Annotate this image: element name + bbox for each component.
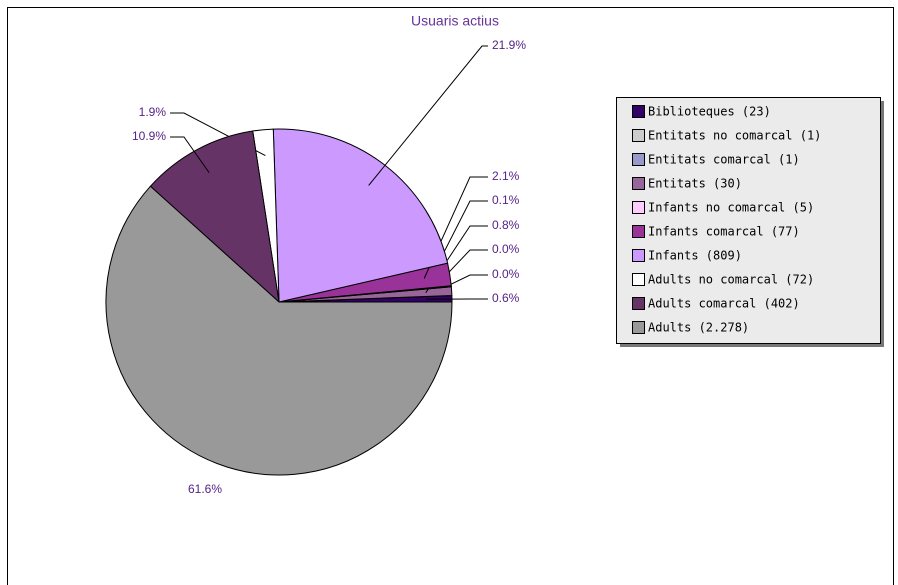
slice-label: 0.0% — [492, 267, 520, 281]
legend-label: Adults (2.278) — [648, 321, 749, 335]
legend-swatch — [632, 105, 645, 118]
legend-label: Infants (809) — [648, 249, 742, 263]
legend-swatch — [632, 249, 645, 262]
legend-label: Adults comarcal (402) — [648, 297, 800, 311]
legend-label: Infants comarcal (77) — [648, 225, 800, 239]
slice-label: 0.8% — [492, 218, 520, 232]
slice-label: 0.1% — [492, 193, 520, 207]
leader-line — [368, 45, 488, 186]
slice-label: 21.9% — [492, 38, 526, 52]
legend-swatch — [632, 129, 645, 142]
leader-line — [170, 136, 210, 173]
legend-swatch — [632, 225, 645, 238]
legend-swatch — [632, 273, 645, 286]
slice-label: 0.0% — [492, 242, 520, 256]
pie-slice — [272, 128, 449, 303]
slice-label: 0.6% — [492, 291, 520, 305]
legend-swatch — [632, 297, 645, 310]
legend-label: Entitats (30) — [648, 177, 742, 191]
legend-label: Entitats no comarcal (1) — [648, 129, 821, 143]
pie-slice — [105, 185, 453, 476]
slice-label: 1.9% — [139, 105, 167, 119]
slice-label: 2.1% — [492, 169, 520, 183]
legend-swatch — [632, 201, 645, 214]
slice-label: 61.6% — [188, 482, 222, 496]
pie-slice — [149, 130, 280, 304]
slice-label: 10.9% — [132, 129, 166, 143]
legend-box — [616, 97, 881, 344]
legend-label: Entitats comarcal (1) — [648, 153, 800, 167]
legend-label: Infants no comarcal (5) — [648, 201, 814, 215]
legend-swatch — [632, 177, 645, 190]
legend-swatch — [632, 321, 645, 334]
chart-title: Usuaris actius — [411, 13, 499, 29]
legend-label: Biblioteques (23) — [648, 105, 771, 119]
legend-label: Adults no comarcal (72) — [648, 273, 814, 287]
legend-swatch — [632, 153, 645, 166]
